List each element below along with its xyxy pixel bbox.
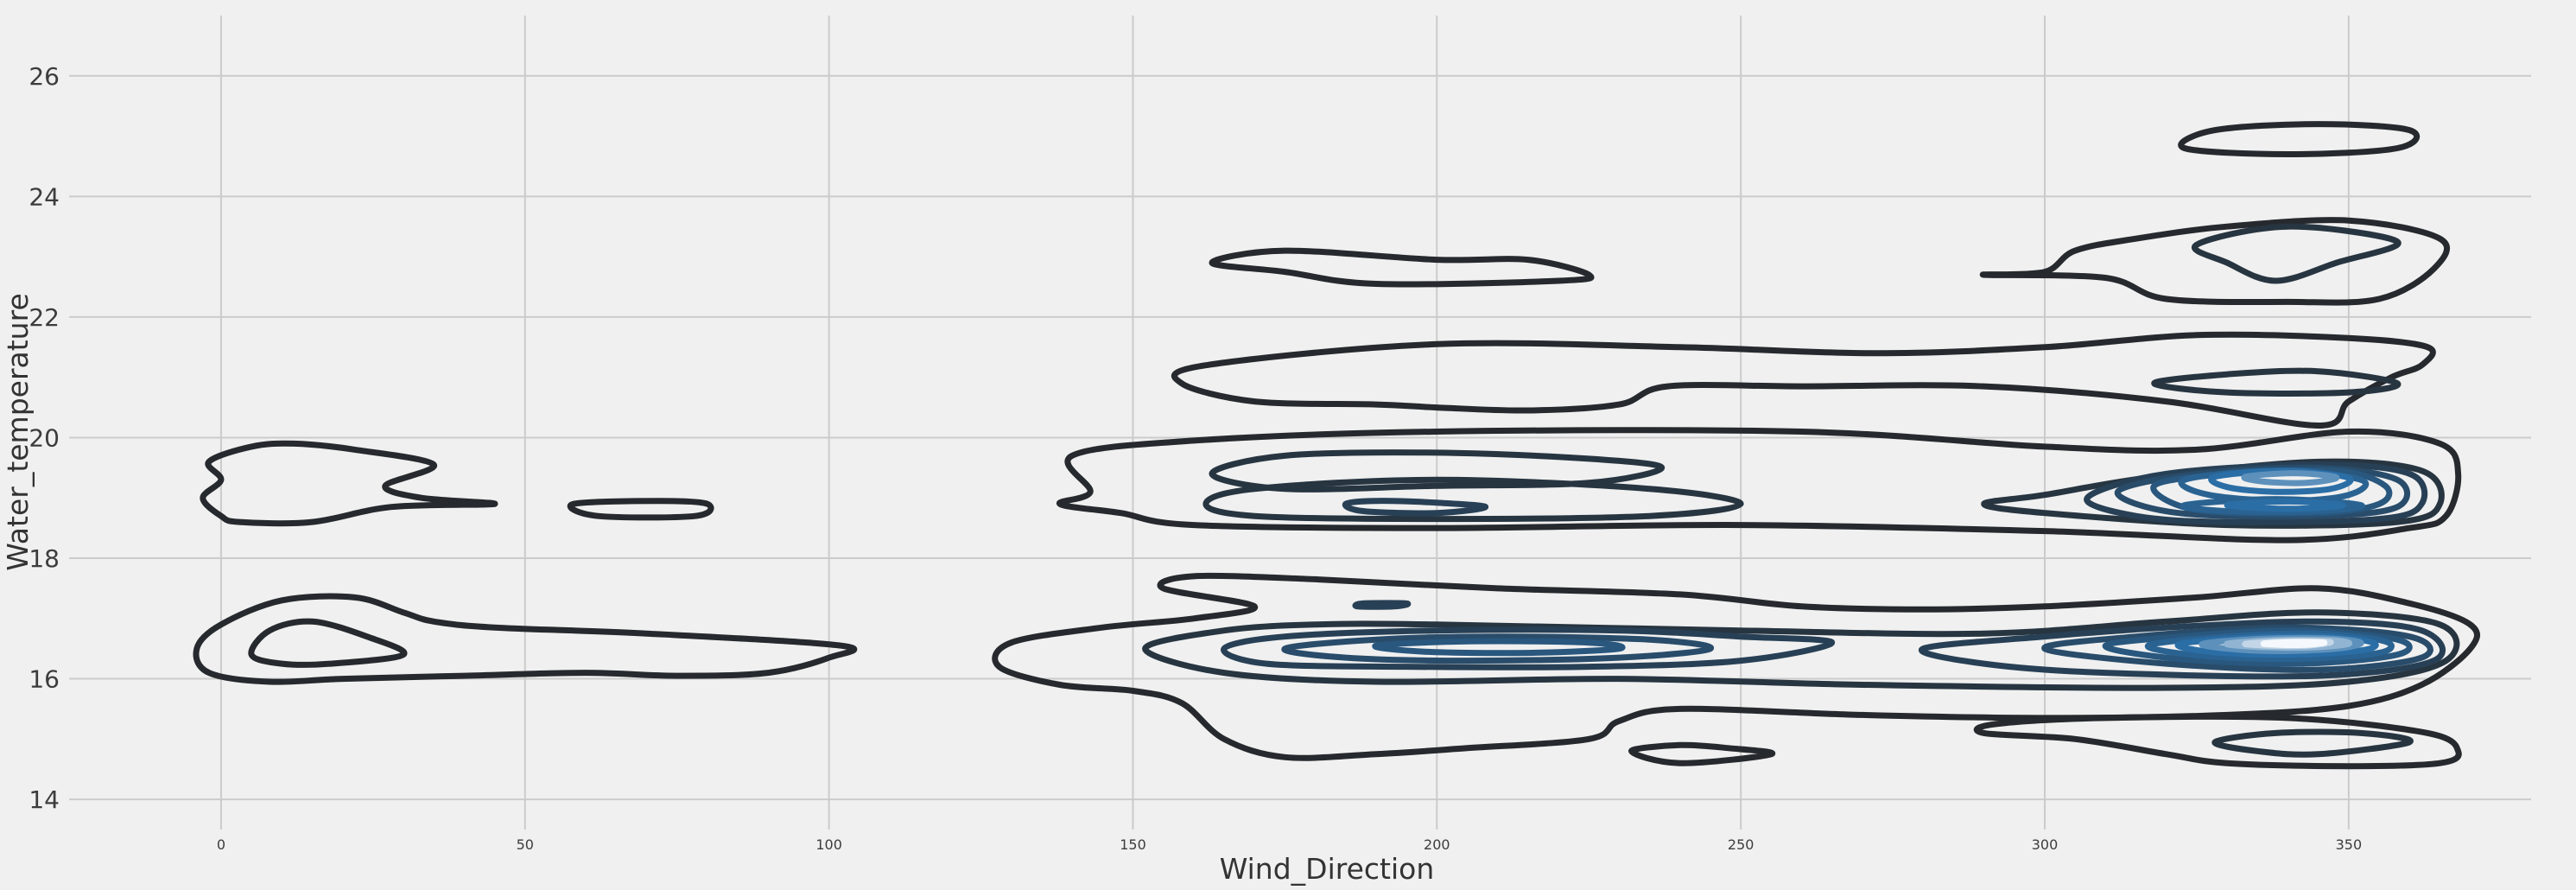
x-tick-label: 0 xyxy=(217,836,225,853)
x-tick-label: 250 xyxy=(1728,836,1754,853)
contour-level-1-line xyxy=(1056,427,2462,544)
contour-level-5-line xyxy=(2102,627,2413,667)
contour-level-8-line xyxy=(2241,470,2340,486)
y-tick-label: 16 xyxy=(29,665,60,694)
contour-level-7-line xyxy=(2224,498,2346,512)
contour-level-1-line xyxy=(200,440,498,527)
contour-level-1-line xyxy=(1979,217,2450,306)
y-tick-label: 26 xyxy=(29,62,60,91)
contour-level-3-line xyxy=(1352,600,1412,610)
contour-level-3-line xyxy=(1342,498,1489,517)
contour-level-5-line xyxy=(1372,638,1626,657)
y-axis-label: Water_temperature xyxy=(1,293,35,570)
y-tick-label: 22 xyxy=(29,303,60,332)
x-tick-label: 200 xyxy=(1424,836,1450,853)
x-tick-label: 50 xyxy=(517,836,534,853)
contour-level-1-line xyxy=(567,498,714,521)
contour-level-2-line xyxy=(2191,223,2402,284)
contour-level-2-line xyxy=(1202,476,1744,523)
contour-level-2-line xyxy=(1142,609,2460,691)
x-tick-label: 300 xyxy=(2032,836,2059,853)
contour-level-1-line xyxy=(992,572,2481,761)
contour-level-2-line xyxy=(2151,367,2402,397)
contour-level-1-line xyxy=(1628,741,1776,766)
y-tick-label: 24 xyxy=(29,182,60,211)
contour-level-11-line xyxy=(2260,639,2328,649)
contour-level-3-line xyxy=(1221,626,1836,671)
y-tick-label: 20 xyxy=(29,423,60,452)
contour-level-1-line xyxy=(1209,247,1595,288)
contour-level-2-line xyxy=(1209,449,1666,493)
y-tick-label: 18 xyxy=(29,544,60,573)
contour-level-1-line xyxy=(2178,121,2421,157)
y-tick-label: 14 xyxy=(29,785,60,814)
contour-level-1-line xyxy=(193,593,858,685)
contour-level-1-line xyxy=(248,618,408,668)
x-tick-label: 100 xyxy=(815,836,842,853)
contour-level-3-line xyxy=(2084,461,2428,525)
x-tick-label: 350 xyxy=(2336,836,2363,853)
contour-lines xyxy=(193,121,2481,770)
contour-level-1-line xyxy=(1973,713,2462,770)
contour-level-2-line xyxy=(2211,728,2414,758)
x-axis-label: Wind_Direction xyxy=(1220,852,1435,886)
contour-level-4-line xyxy=(1281,633,1715,664)
x-tick-label: 150 xyxy=(1120,836,1146,853)
contour-level-4-line xyxy=(2041,624,2433,673)
tick-labels: 0 50 100 150 200 250 300 350 14 16 18 20 22 24 26 xyxy=(29,62,2362,853)
contour-level-3-line xyxy=(1918,618,2446,680)
